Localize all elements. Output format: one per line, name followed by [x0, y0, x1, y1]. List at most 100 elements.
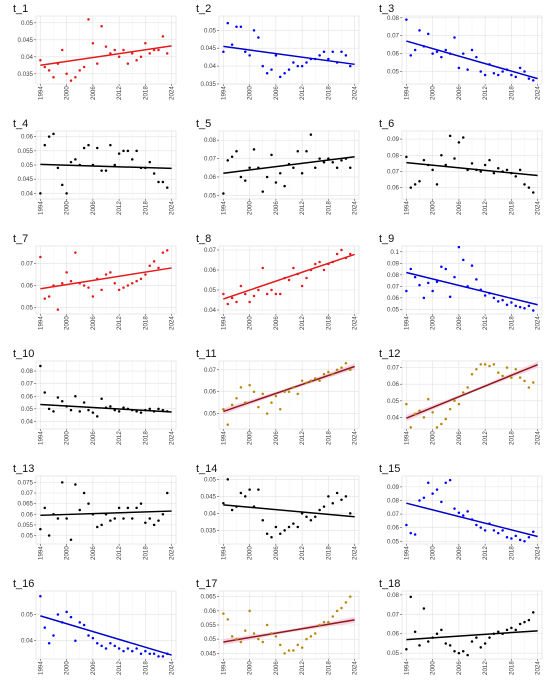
data-point — [274, 54, 278, 57]
panel-title: t_8 — [196, 233, 211, 245]
data-point — [235, 397, 238, 400]
data-point — [166, 186, 169, 189]
data-point — [69, 79, 73, 82]
data-point — [422, 296, 426, 300]
data-point — [475, 636, 478, 639]
x-tick-label: 2000 — [64, 431, 71, 445]
data-point — [318, 379, 321, 382]
x-tick-label: 2012 — [482, 431, 489, 445]
data-point — [274, 525, 278, 529]
data-point — [222, 292, 225, 296]
data-point — [296, 392, 299, 396]
data-point — [152, 172, 156, 175]
x-tick-label: 1994 — [37, 546, 44, 560]
data-point — [457, 511, 461, 514]
data-point — [505, 535, 509, 539]
data-point — [318, 623, 321, 627]
data-point — [470, 373, 474, 376]
data-point — [230, 635, 234, 638]
data-point — [300, 646, 304, 649]
data-point — [413, 275, 417, 279]
x-tick-label: 2024 — [352, 661, 359, 675]
data-point — [427, 481, 430, 485]
y-tick-label: 0.09 — [387, 484, 400, 491]
data-point — [139, 277, 143, 281]
data-point — [448, 644, 452, 647]
data-point — [510, 376, 513, 379]
data-point — [265, 72, 269, 75]
data-point — [457, 651, 461, 655]
y-tick-label: 0.07 — [387, 365, 400, 372]
data-point — [261, 190, 264, 193]
x-tick-label: 2000 — [247, 431, 254, 445]
data-point — [488, 522, 491, 525]
y-tick-label: 0.05 — [21, 20, 34, 27]
y-tick-label: 0.06 — [204, 608, 217, 615]
data-point — [300, 172, 304, 175]
y-tick-label: 0.07 — [204, 367, 217, 374]
data-point — [148, 160, 151, 164]
data-point — [265, 623, 269, 627]
data-point — [483, 73, 487, 77]
data-point — [152, 410, 156, 413]
x-tick-label: 2012 — [299, 316, 306, 330]
data-point — [462, 52, 465, 55]
data-point — [248, 300, 251, 304]
y-tick-label: 0.05 — [204, 192, 217, 199]
y-tick-label: 0.06 — [204, 174, 217, 181]
y-tick-label: 0.07 — [387, 511, 400, 518]
data-point — [104, 273, 108, 276]
data-point — [479, 170, 482, 173]
x-tick-label: 2000 — [430, 201, 437, 215]
data-point — [65, 192, 68, 195]
data-point — [431, 289, 434, 293]
data-point — [444, 267, 447, 271]
data-point — [296, 64, 299, 68]
data-point — [462, 258, 465, 262]
data-point — [91, 163, 95, 167]
data-point — [239, 491, 243, 495]
data-point — [226, 618, 229, 621]
data-point — [248, 609, 251, 613]
x-tick-label: 2024 — [535, 661, 542, 675]
data-point — [518, 622, 522, 626]
data-point — [78, 163, 81, 167]
data-point — [440, 265, 443, 268]
data-point — [104, 647, 108, 650]
data-point — [222, 501, 225, 505]
data-point — [122, 649, 125, 653]
data-point — [161, 251, 165, 254]
data-point — [318, 260, 321, 264]
y-tick-label: 0.04 — [204, 63, 217, 70]
y-tick-label: 0.06 — [204, 389, 217, 396]
x-tick-label: 2012 — [482, 546, 489, 560]
y-tick-label: 0.05 — [204, 411, 217, 418]
x-tick-label: 1994 — [403, 86, 410, 100]
data-point — [166, 491, 169, 495]
data-point — [344, 157, 348, 160]
data-point — [113, 517, 116, 520]
data-point — [466, 168, 469, 172]
chart-panel-8: t_8 1994 2000 2006 2012 2018 2024 0.04 0.05 0.06 0… — [196, 233, 360, 330]
data-point — [244, 401, 247, 404]
data-point — [427, 32, 430, 36]
data-point — [422, 416, 426, 419]
data-point — [440, 628, 443, 632]
data-point — [514, 75, 517, 79]
data-point — [532, 381, 535, 384]
data-point — [161, 513, 165, 516]
data-point — [475, 168, 478, 172]
x-tick-label: 2018 — [508, 201, 515, 215]
trend-line — [40, 163, 172, 170]
data-point — [501, 170, 504, 173]
data-point — [239, 640, 243, 644]
data-point — [248, 54, 251, 57]
x-tick-label: 2018 — [508, 546, 515, 560]
data-point — [457, 245, 461, 249]
x-tick-label: 2000 — [430, 546, 437, 560]
data-point — [431, 411, 434, 414]
data-point — [144, 408, 147, 412]
data-point — [248, 166, 251, 170]
data-point — [309, 379, 313, 382]
data-point — [279, 75, 282, 79]
